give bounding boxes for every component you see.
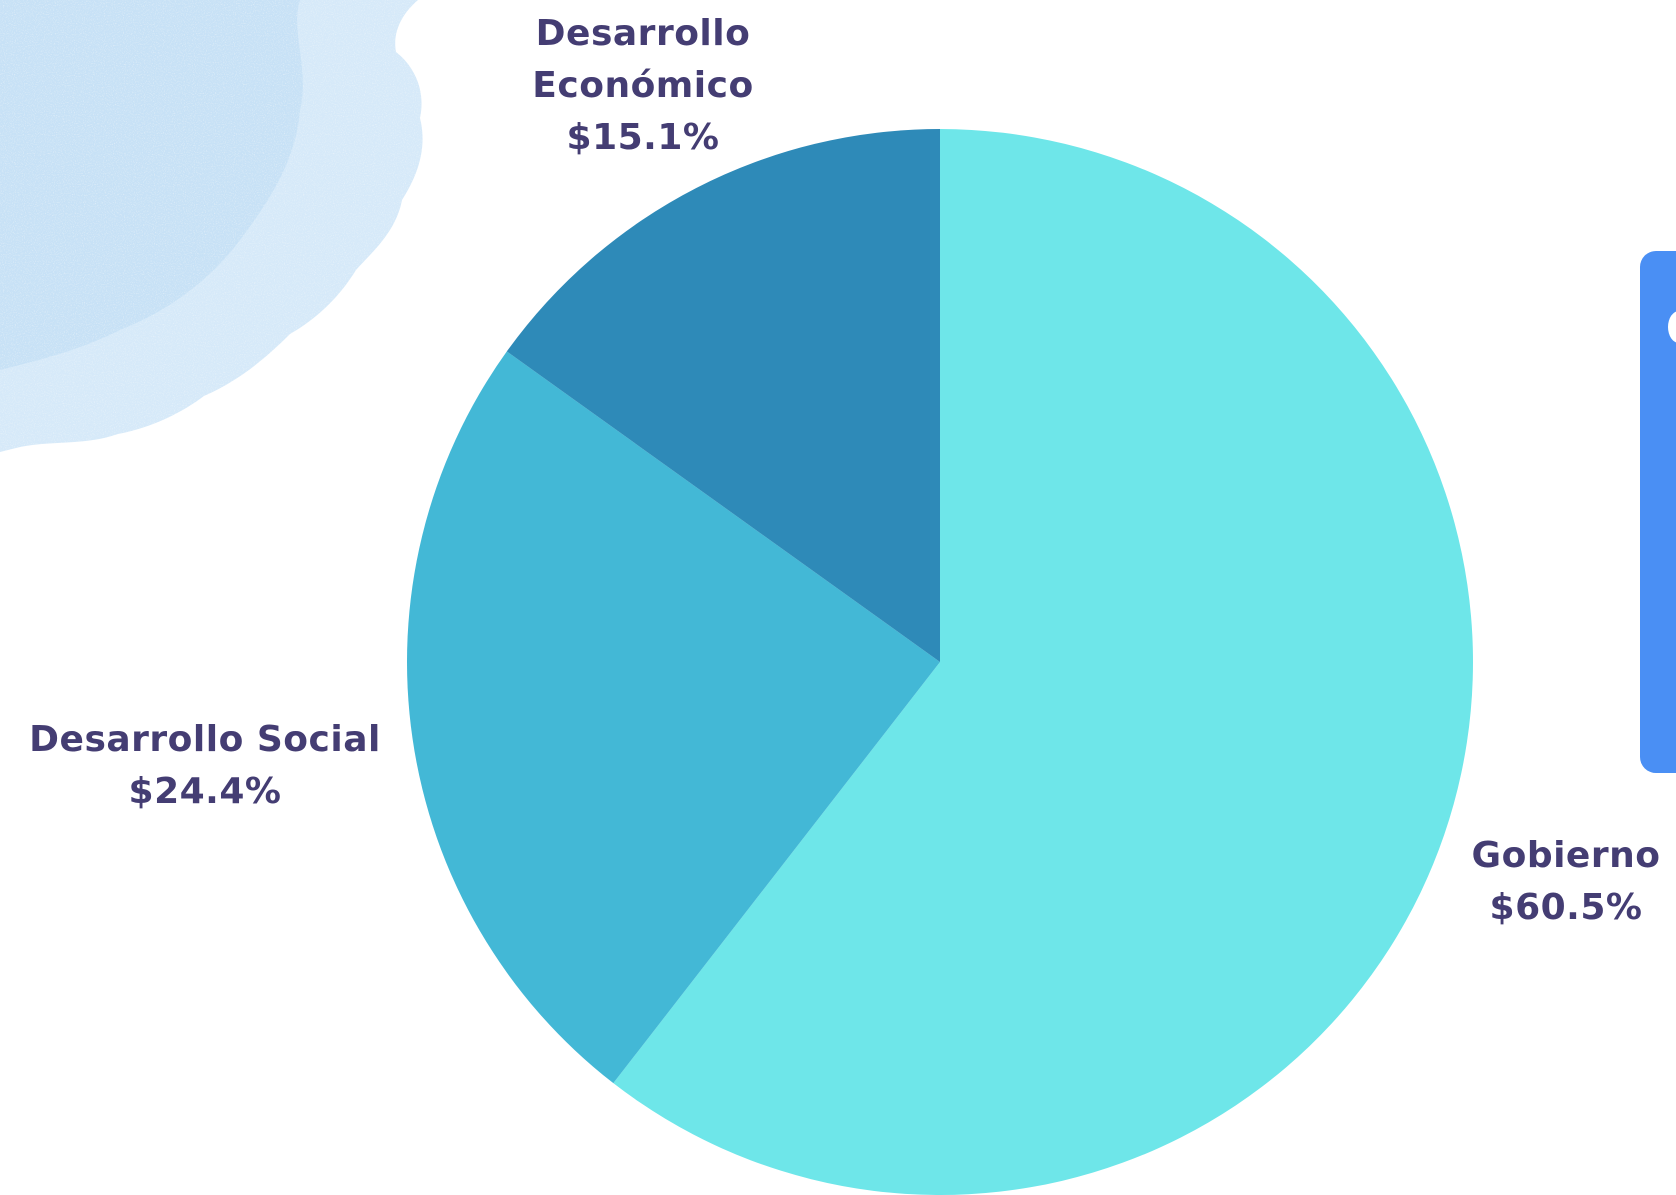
slice-desarrollo-social xyxy=(406,351,940,1084)
watercolor-decoration xyxy=(0,0,423,452)
label-gobierno-line-1: $60.5% xyxy=(1489,887,1643,928)
watercolor-inner xyxy=(0,0,303,370)
label-desarrollo-economico: Desarrollo Económico $15.1% xyxy=(532,8,753,164)
label-desarrollo-economico-line-0: Desarrollo xyxy=(535,13,751,54)
label-desarrollo-economico-line-2: $15.1% xyxy=(566,117,720,158)
label-gobierno-line-0: Gobierno xyxy=(1471,835,1661,876)
label-desarrollo-social-line-0: Desarrollo Social xyxy=(29,719,381,760)
slice-desarrollo-economico xyxy=(506,129,940,662)
slice-gobierno xyxy=(613,129,1473,1195)
label-desarrollo-social: Desarrollo Social $24.4% xyxy=(29,714,381,818)
label-desarrollo-economico-line-1: Económico xyxy=(532,65,754,106)
side-panel xyxy=(1640,251,1676,773)
side-panel-dot xyxy=(1668,311,1676,343)
label-desarrollo-social-line-1: $24.4% xyxy=(128,771,282,812)
label-gobierno: Gobierno $60.5% xyxy=(1472,830,1661,934)
